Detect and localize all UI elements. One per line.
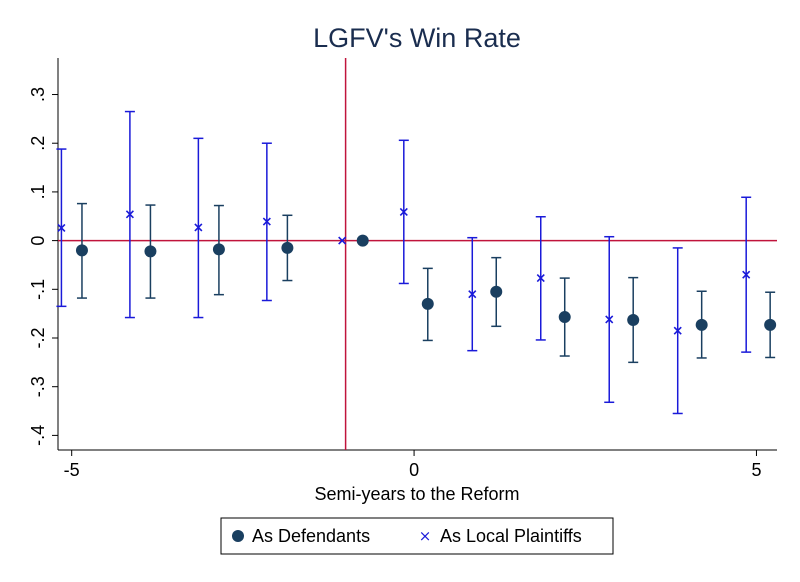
- y-tick-label: -.3: [28, 376, 48, 397]
- series-1: [56, 110, 752, 415]
- y-tick-label: .3: [28, 87, 48, 102]
- point-marker: [421, 297, 434, 310]
- point-marker: [490, 285, 503, 298]
- x-tick-label: 5: [751, 460, 761, 480]
- y-ticks: -.4 -.3 -.2 -.1 0 .1 .2 .3: [28, 87, 58, 446]
- point-marker: [536, 274, 545, 283]
- x-ticks: -5 0 5: [64, 450, 761, 480]
- y-tick-label: .2: [28, 136, 48, 151]
- legend-marker-plaintiffs: ×: [419, 527, 432, 545]
- legend-marker-defendants: [232, 530, 244, 542]
- point-marker: [281, 241, 294, 254]
- legend-box: [220, 517, 614, 555]
- point-marker: [212, 243, 225, 256]
- point-marker: [468, 290, 477, 299]
- x-axis-title: Semi-years to the Reform: [314, 484, 519, 504]
- point-marker: [356, 234, 369, 247]
- x-tick-label: -5: [64, 460, 80, 480]
- legend: As Defendants × As Local Plaintiffs: [220, 517, 614, 555]
- legend-label-plaintiffs: As Local Plaintiffs: [440, 526, 582, 546]
- series-0: [75, 202, 777, 364]
- point-marker: [194, 223, 203, 232]
- point-marker: [144, 245, 157, 258]
- point-marker: [75, 244, 88, 257]
- point-marker: [338, 236, 347, 245]
- chart-title: LGFV's Win Rate: [313, 23, 521, 53]
- y-tick-label: -.1: [28, 279, 48, 300]
- y-tick-label: 0: [28, 236, 48, 246]
- point-marker: [695, 318, 708, 331]
- point-marker: [742, 270, 751, 279]
- y-tick-label: -.4: [28, 425, 48, 446]
- point-marker: [262, 217, 271, 226]
- point-marker: [399, 207, 408, 216]
- y-tick-label: .1: [28, 184, 48, 199]
- point-marker: [125, 210, 134, 219]
- x-tick-label: 0: [409, 460, 419, 480]
- y-tick-label: -.2: [28, 327, 48, 348]
- plot-area: -.4 -.3 -.2 -.1 0 .1 .2 .3 -5 0 5: [28, 58, 777, 480]
- point-marker: [627, 313, 640, 326]
- legend-label-defendants: As Defendants: [252, 526, 370, 546]
- point-marker: [605, 315, 614, 324]
- series-layer: [56, 110, 777, 415]
- point-marker: [558, 311, 571, 324]
- point-marker: [764, 318, 777, 331]
- point-marker: [57, 223, 66, 233]
- point-marker: [673, 326, 682, 335]
